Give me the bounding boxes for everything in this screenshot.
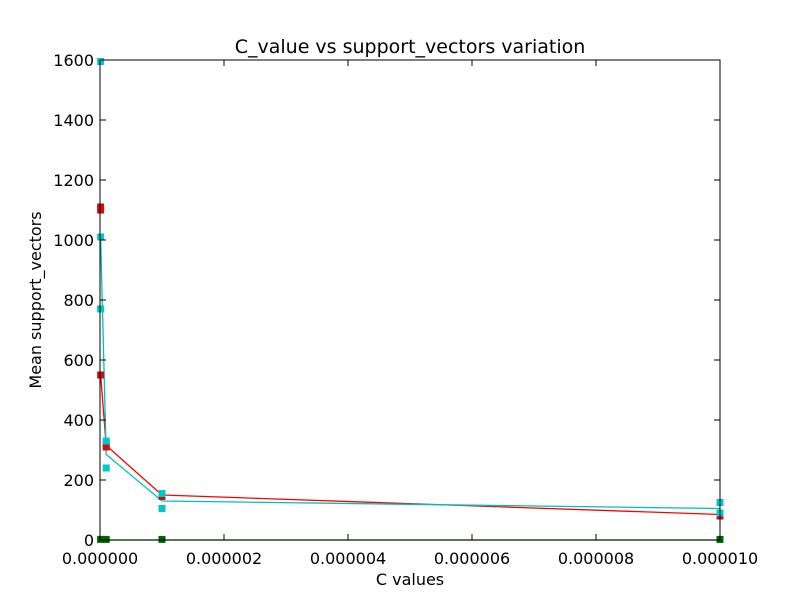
series-1-marker-3 bbox=[102, 437, 110, 445]
y-tick-label-3: 600 bbox=[63, 351, 94, 370]
y-tick-label-8: 1600 bbox=[53, 51, 94, 70]
series-1-marker-0 bbox=[97, 58, 105, 65]
series-1-marker-4 bbox=[102, 464, 110, 472]
x-tick-label-0: 0.000000 bbox=[62, 549, 138, 568]
plot-area: 0 200 400 600 800 1000 1200 1400 1600 0.000000 0.0… bbox=[53, 51, 758, 568]
y-tick-label-0: 0 bbox=[84, 531, 94, 550]
series-1-marker-1 bbox=[97, 233, 105, 241]
x-tick-label-1: 0.000002 bbox=[186, 549, 262, 568]
y-tick-label-4: 800 bbox=[63, 291, 94, 310]
x-tick-label-3: 0.000006 bbox=[434, 549, 510, 568]
series-0-marker-4 bbox=[102, 443, 110, 451]
series-1-marker-6 bbox=[158, 505, 166, 512]
series-2-marker-1 bbox=[102, 535, 110, 543]
chart-title: C_value vs support_vectors variation bbox=[235, 36, 586, 58]
y-tick-label-6: 1200 bbox=[53, 171, 94, 190]
series-2-marker-0 bbox=[97, 535, 105, 543]
series-0-marker-1 bbox=[97, 206, 105, 214]
x-tick-label-4: 0.000008 bbox=[558, 549, 634, 568]
plot-frame bbox=[99, 59, 721, 541]
x-axis-title: C values bbox=[376, 570, 444, 589]
x-tick-label-5: 0.000010 bbox=[682, 549, 758, 568]
y-tick-label-7: 1400 bbox=[53, 111, 94, 130]
x-tick-label-2: 0.000004 bbox=[310, 549, 386, 568]
series-0-marker-2 bbox=[97, 371, 105, 379]
series-1-marker-2 bbox=[97, 305, 105, 313]
series-2-marker-2 bbox=[158, 535, 166, 543]
y-tick-label-2: 400 bbox=[63, 411, 94, 430]
y-tick-label-5: 1000 bbox=[53, 231, 94, 250]
series-1-marker-5 bbox=[158, 490, 166, 497]
y-axis-title: Mean support_vectors bbox=[26, 211, 46, 388]
series-0-line bbox=[99, 374, 721, 516]
series-1-line bbox=[99, 236, 721, 510]
y-tick-label-1: 200 bbox=[63, 471, 94, 490]
